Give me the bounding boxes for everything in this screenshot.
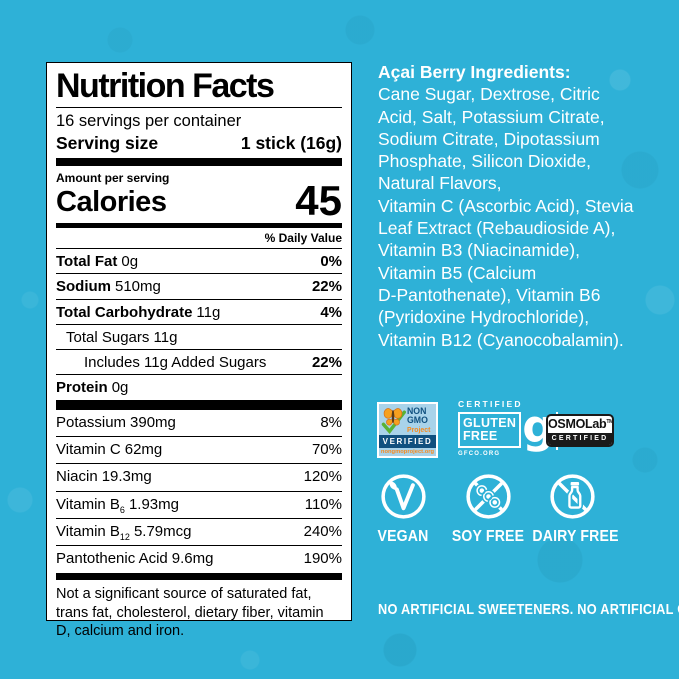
serving-size-label: Serving size	[56, 133, 159, 154]
thick-divider-bar	[56, 399, 342, 410]
main-nutrient-rows: Total Fat 0g 0% Sodium 510mg 22% Total Car…	[56, 248, 342, 400]
non-gmo-project-word: Project	[407, 424, 431, 434]
non-gmo-word: NON	[407, 405, 427, 417]
ingredients-text: Cane Sugar, Dextrose, Citric Acid, Salt,…	[378, 84, 634, 350]
ingredients-block: Açai Berry Ingredients: Cane Sugar, Dext…	[378, 61, 654, 351]
calories-label: Calories	[56, 186, 167, 219]
nutrient-row-total-sugars: Total Sugars 11g	[56, 323, 342, 349]
calories-row: Calories 45	[56, 177, 342, 225]
calories-value: 45	[295, 177, 342, 225]
nutrition-facts-panel: Nutrition Facts 16 servings per containe…	[46, 62, 352, 639]
dairy-free-stamp: DAIRY FREE	[527, 473, 619, 546]
nutrient-row-vitamin-c: Vitamin C 62mg 70%	[56, 436, 342, 463]
medium-divider-bar	[56, 223, 342, 229]
vitamin-mineral-rows: Potassium 390mg 8% Vitamin C 62mg 70% Niac…	[56, 410, 342, 573]
nutrient-row-vitamin-b6: Vitamin B6 1.93mg 110%	[56, 490, 342, 518]
serving-size-value: 1 stick (16g)	[240, 133, 342, 154]
label-footnote: Not a significant source of saturated fa…	[56, 585, 324, 640]
nutrient-row-niacin: Niacin 19.3mg 120%	[56, 463, 342, 490]
osmo-lab-certified-badge: OSMOLabTM CERTIFIED	[546, 414, 614, 447]
amount-per-serving-label: Amount per serving	[56, 171, 170, 186]
bottom-divider-bar	[56, 572, 342, 580]
nutrient-row-vitamin-b12: Vitamin B12 5.79mcg 240%	[56, 518, 342, 545]
thick-divider-bar	[56, 158, 342, 167]
servings-per-container: 16 servings per container	[56, 111, 242, 130]
dairy-free-icon	[549, 474, 595, 519]
nutrient-row-added-sugars: Includes 11g Added Sugars 22%	[56, 349, 342, 374]
nutrient-row-total-carbohydrate: Total Carbohydrate 11g 4%	[56, 298, 342, 324]
daily-value-header: % Daily Value	[264, 231, 342, 246]
soy-free-icon	[465, 474, 511, 519]
ingredients-title: Açai Berry Ingredients:	[378, 62, 571, 82]
non-gmo-project-verified-badge: NON GMO Project VERIFIED nongmoproject.o…	[377, 402, 438, 458]
vegan-label: VEGAN	[377, 528, 429, 545]
butterfly-icon	[381, 408, 406, 434]
osmo-brand: OSMOLab	[548, 417, 607, 431]
gluten-free-word: GLUTEN	[463, 415, 517, 430]
nutrient-row-protein: Protein 0g	[56, 374, 342, 399]
nutrient-row-pantothenic-acid: Pantothenic Acid 9.6mg 190%	[56, 545, 342, 572]
certified-gluten-free-badge: CERTIFIED GLUTEN FREE g GFCO.ORG	[458, 399, 559, 459]
nutrient-row-total-fat: Total Fat 0g 0%	[56, 248, 342, 273]
serving-size-row: Serving size 1 stick (16g)	[56, 133, 342, 154]
nutrient-row-sodium: Sodium 510mg 22%	[56, 273, 342, 298]
nutrition-facts-title: Nutrition Facts	[56, 69, 342, 108]
vegan-icon	[380, 474, 426, 519]
no-artificial-note: NO ARTIFICIAL SWEETENERS. NO ARTIFICIAL …	[378, 601, 679, 618]
osmo-certified-bar: CERTIFIED	[548, 432, 612, 445]
dairy-free-label: DAIRY FREE	[532, 528, 619, 545]
nutrient-row-potassium: Potassium 390mg 8%	[56, 413, 342, 431]
non-gmo-url: nongmoproject.org	[380, 449, 435, 455]
non-gmo-verified-bar: VERIFIED	[379, 435, 436, 448]
gluten-free-certified-text: CERTIFIED	[458, 399, 523, 409]
osmo-trademark: TM	[606, 418, 613, 425]
non-gmo-word: GMO	[407, 415, 428, 427]
vegan-stamp: VEGAN	[358, 473, 448, 546]
soy-free-label: SOY FREE	[451, 528, 525, 545]
soy-free-stamp: SOY FREE	[443, 473, 533, 546]
gluten-free-word: FREE	[463, 429, 498, 443]
gfco-org-text: GFCO.ORG	[458, 451, 501, 457]
